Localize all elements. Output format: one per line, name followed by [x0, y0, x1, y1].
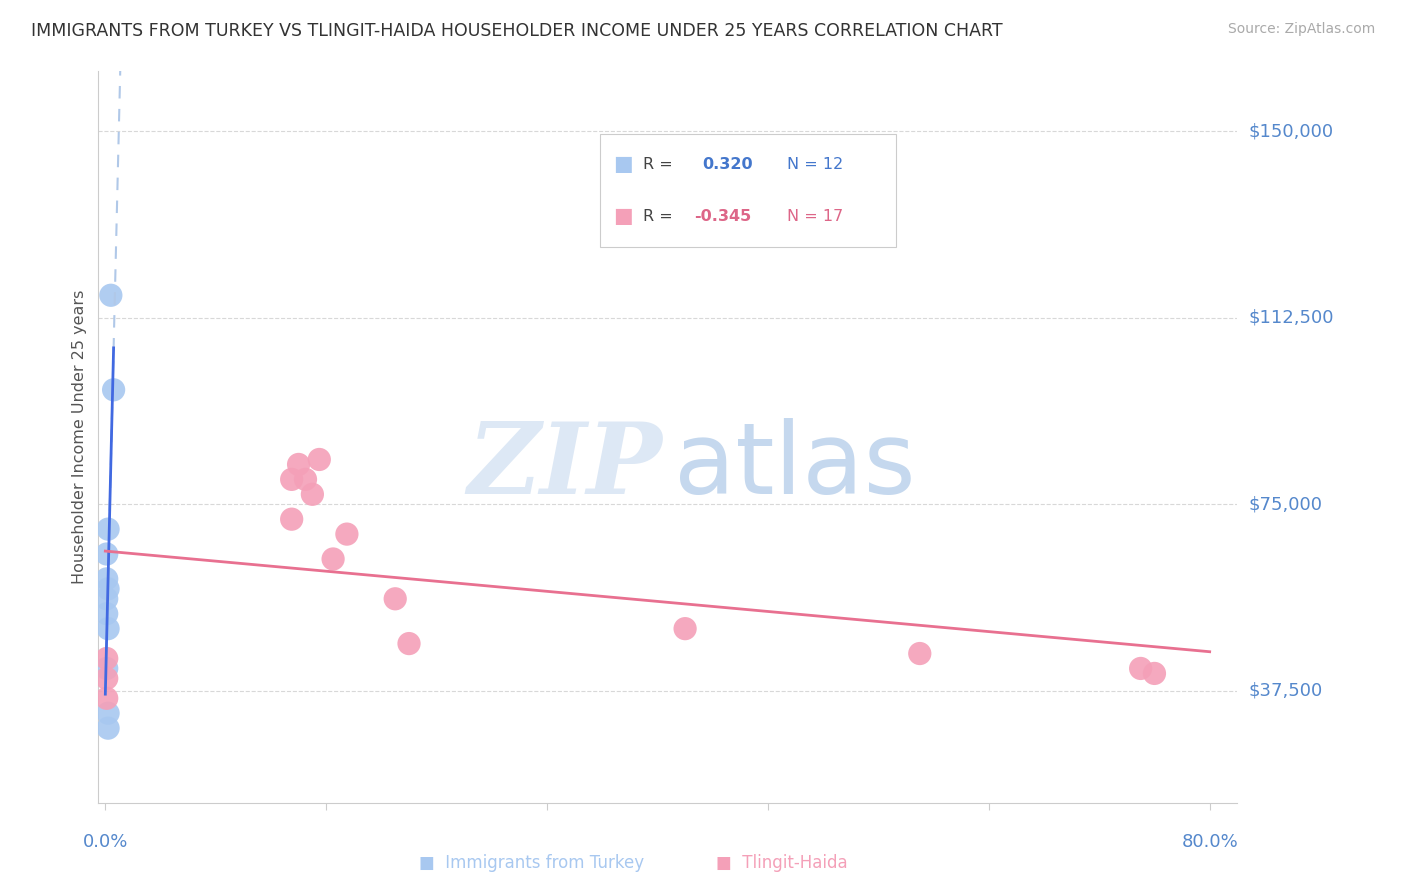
Text: Source: ZipAtlas.com: Source: ZipAtlas.com — [1227, 22, 1375, 37]
Point — [280, 472, 302, 486]
Point — [308, 452, 330, 467]
Point — [398, 636, 420, 650]
Text: atlas: atlas — [673, 417, 915, 515]
Text: ■  Immigrants from Turkey: ■ Immigrants from Turkey — [419, 854, 644, 872]
Text: $75,000: $75,000 — [1249, 495, 1323, 513]
Point — [1143, 666, 1166, 681]
Text: $37,500: $37,500 — [1249, 681, 1323, 700]
Text: R =: R = — [643, 209, 678, 224]
Text: -0.345: -0.345 — [695, 209, 751, 224]
Point — [97, 622, 120, 636]
Text: 80.0%: 80.0% — [1181, 833, 1239, 851]
Point — [100, 288, 122, 302]
Text: 0.320: 0.320 — [702, 157, 752, 171]
Point — [97, 582, 120, 596]
Text: N = 12: N = 12 — [787, 157, 844, 171]
Point — [294, 472, 316, 486]
Point — [96, 672, 118, 686]
Text: R =: R = — [643, 157, 678, 171]
Point — [96, 691, 118, 706]
Y-axis label: Householder Income Under 25 years: Householder Income Under 25 years — [72, 290, 87, 584]
Point — [336, 527, 359, 541]
Text: ■: ■ — [613, 154, 633, 174]
Point — [908, 647, 931, 661]
Text: ZIP: ZIP — [467, 418, 662, 515]
Point — [96, 591, 118, 606]
Point — [287, 458, 309, 472]
Point — [301, 487, 323, 501]
Text: ■: ■ — [613, 206, 633, 227]
Point — [280, 512, 302, 526]
Point — [673, 622, 696, 636]
Point — [96, 607, 118, 621]
Point — [97, 522, 120, 536]
Point — [1129, 661, 1152, 675]
Point — [96, 661, 118, 675]
Point — [96, 651, 118, 665]
Text: ■  Tlingit-Haida: ■ Tlingit-Haida — [716, 854, 848, 872]
Text: IMMIGRANTS FROM TURKEY VS TLINGIT-HAIDA HOUSEHOLDER INCOME UNDER 25 YEARS CORREL: IMMIGRANTS FROM TURKEY VS TLINGIT-HAIDA … — [31, 22, 1002, 40]
Text: $150,000: $150,000 — [1249, 122, 1333, 140]
Point — [322, 552, 344, 566]
Text: N = 17: N = 17 — [787, 209, 844, 224]
Point — [96, 572, 118, 586]
Point — [96, 547, 118, 561]
Text: 0.0%: 0.0% — [83, 833, 128, 851]
Point — [384, 591, 406, 606]
Text: $112,500: $112,500 — [1249, 309, 1334, 326]
Point — [97, 721, 120, 735]
Point — [103, 383, 125, 397]
FancyBboxPatch shape — [599, 134, 896, 247]
Point — [97, 706, 120, 721]
